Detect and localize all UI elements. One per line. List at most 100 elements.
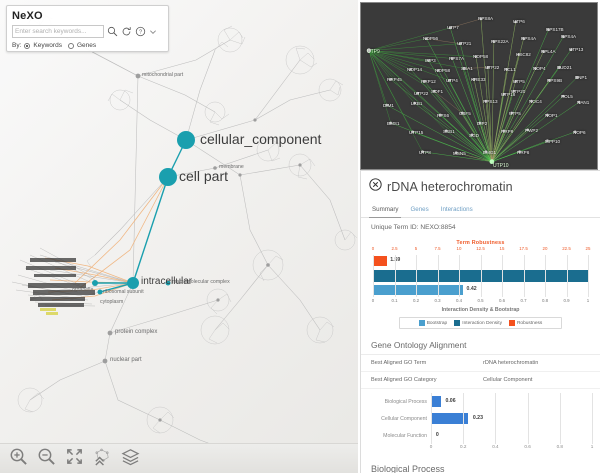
gene-node-label[interactable]: RRP12 [421, 79, 436, 84]
radio-keywords-label: Keywords [33, 42, 62, 49]
gene-node-label[interactable]: RPS17B [546, 27, 564, 32]
zoom-out-icon[interactable] [37, 447, 56, 471]
fit-screen-icon[interactable] [65, 447, 84, 471]
gene-node-label[interactable]: UTP6 [513, 19, 525, 24]
gene-node-label[interactable]: UTP5 [513, 79, 525, 84]
alignment-key-go-term: Best Aligned GO Term [371, 360, 427, 366]
gene-node-label[interactable]: SSB1 [443, 129, 455, 134]
gene-node-label[interactable]: PWP2 [525, 128, 539, 133]
gene-node-label[interactable]: NOP1 [545, 113, 558, 118]
gene-node-label[interactable]: UTP8 [419, 150, 431, 155]
gene-node-label[interactable]: BMS1 [387, 121, 400, 126]
gene-node-label[interactable]: DIM1 [383, 103, 394, 108]
gene-node-label[interactable]: RCL1 [504, 67, 516, 72]
gene-node-label[interactable]: RRP6 [517, 150, 530, 155]
term-detail-panel[interactable]: rDNA heterochromatin Summary Genes Inter… [360, 170, 600, 473]
axis-tick-density: 0.4 [455, 298, 463, 303]
gene-node-label[interactable]: KRE33 [471, 77, 486, 82]
gene-node-label[interactable]: MSN5 [453, 151, 466, 156]
gene-node-label[interactable]: RPL4A [541, 49, 556, 54]
gene-node-label[interactable]: IMP3 [425, 58, 436, 63]
tab-genes[interactable]: Genes [410, 206, 429, 213]
term-label-macromolecular-complex: macromolecular complex [172, 279, 230, 285]
legend-swatch-robustness [508, 320, 515, 326]
gene-node-label[interactable]: NOC4 [529, 99, 542, 104]
gene-node-label[interactable]: NOP58 [473, 54, 489, 59]
gene-node-label[interactable]: UTP22 [414, 91, 429, 96]
gene-node-label[interactable]: UTP9 [367, 49, 380, 55]
gene-node-label[interactable]: UTP18 [501, 92, 516, 97]
gene-node-label[interactable]: SOF1 [431, 89, 443, 94]
gene-node-label[interactable]: RPS8A [478, 16, 494, 21]
gene-node-label[interactable]: HSC82 [516, 52, 531, 57]
close-circle-icon[interactable] [369, 178, 382, 196]
ontology-graph-panel[interactable]: cellular_component cell part intracellul… [0, 0, 358, 473]
gene-node-label[interactable]: RPS22A [491, 39, 509, 44]
gene-node-label[interactable]: UTP21 [457, 41, 472, 46]
gene-node-label[interactable]: NOP58 [435, 68, 451, 73]
tab-summary[interactable]: Summary [369, 202, 407, 218]
gene-node-label[interactable]: RPS7A [449, 56, 465, 61]
search-icon[interactable] [107, 26, 118, 37]
gene-node-label[interactable]: BUD21 [557, 65, 572, 70]
gene-node-label[interactable]: UTP22 [485, 65, 500, 70]
zoom-in-icon[interactable] [9, 447, 28, 471]
gene-node-label[interactable]: RRP45 [387, 77, 402, 82]
gene-node-label[interactable]: EMG1 [483, 150, 497, 155]
gene-node-label[interactable]: MPP10 [545, 139, 561, 144]
gene-node-label[interactable]: SGD [469, 133, 479, 138]
search-panel[interactable]: NeXO ? [6, 5, 169, 52]
gene-node-label[interactable]: RPS9B [547, 78, 563, 83]
legend-swatch-interaction-density [454, 320, 461, 326]
gene-node-label[interactable]: NOP4 [533, 66, 546, 71]
ontology-network-canvas[interactable] [0, 0, 358, 473]
gene-node-label[interactable]: UTP13 [569, 47, 584, 52]
gene-network-canvas[interactable] [361, 3, 597, 170]
chart-title-term-robustness: Term Robustness [456, 240, 505, 246]
gene-node-label[interactable]: RRP9 [501, 129, 514, 134]
collapse-icon[interactable] [93, 447, 112, 471]
refresh-icon[interactable] [121, 26, 132, 37]
gene-node-label[interactable]: DIP2 [477, 121, 488, 126]
chevron-down-icon[interactable] [149, 28, 157, 36]
detail-tabs[interactable]: Summary Genes Interactions [361, 202, 600, 218]
alignment-value-go-term: rDNA heterochromatin [483, 360, 539, 366]
gene-node-label[interactable]: ENP1 [575, 75, 588, 80]
bar-bootstrap [373, 285, 464, 295]
tab-interactions[interactable]: Interactions [440, 206, 473, 213]
gene-node-label[interactable]: UTP20 [511, 89, 526, 94]
layers-icon[interactable] [121, 447, 140, 471]
graph-toolbar[interactable] [0, 443, 358, 473]
gene-node-label[interactable]: NOP14 [407, 67, 423, 72]
gene-node-label[interactable]: UTP5 [509, 111, 521, 116]
gene-node-label[interactable]: POL5 [561, 94, 573, 99]
search-input[interactable] [12, 25, 104, 38]
gene-interaction-network-panel[interactable]: UTP9 NOP56 UTP7 RPS8A UTP6 RPS17B UTP21 RPS22A R… [360, 2, 598, 170]
radio-keywords[interactable] [24, 42, 31, 49]
legend-label-interaction-density: Interaction Density [462, 320, 502, 326]
term-label-ribosomal-subunit: ribosomal subunit [103, 289, 144, 295]
gene-node-label[interactable]: UTP15 [409, 130, 424, 135]
gene-node-label[interactable]: SSA1 [461, 66, 473, 71]
gene-node-label[interactable]: UTP7 [447, 25, 459, 30]
help-icon[interactable]: ? [135, 26, 146, 37]
gene-node-label[interactable]: RPS13 [483, 99, 498, 104]
gene-node-label[interactable]: RPS6 [437, 113, 450, 118]
gene-node-label[interactable]: RPS4A [521, 36, 537, 41]
gene-node-label[interactable]: NAN1 [577, 100, 590, 105]
gene-node-label[interactable]: CBF5 [459, 111, 471, 116]
gridline [459, 255, 460, 297]
go-plot-biological-process: 0.06 [431, 393, 592, 410]
axis-tick-robustness: 12.5 [476, 246, 485, 251]
gene-node-label[interactable]: NOP56 [423, 36, 439, 41]
search-by-label: By: [12, 42, 22, 49]
gene-node-label[interactable]: UTP10 [493, 163, 509, 169]
radio-genes[interactable] [67, 42, 74, 49]
gene-node-label[interactable]: NOP6 [573, 130, 586, 135]
gene-node-label[interactable]: UTP4 [446, 78, 458, 83]
gene-node-label[interactable]: LRB1 [411, 101, 423, 106]
gene-node-label[interactable]: RPS4A [561, 34, 577, 39]
alignment-key-go-category: Best Aligned GO Category [371, 377, 437, 383]
axis-label-interaction-density: Interaction Density & Bootstrap [441, 307, 520, 313]
term-label-cytoplasm: cytoplasm [100, 299, 124, 305]
